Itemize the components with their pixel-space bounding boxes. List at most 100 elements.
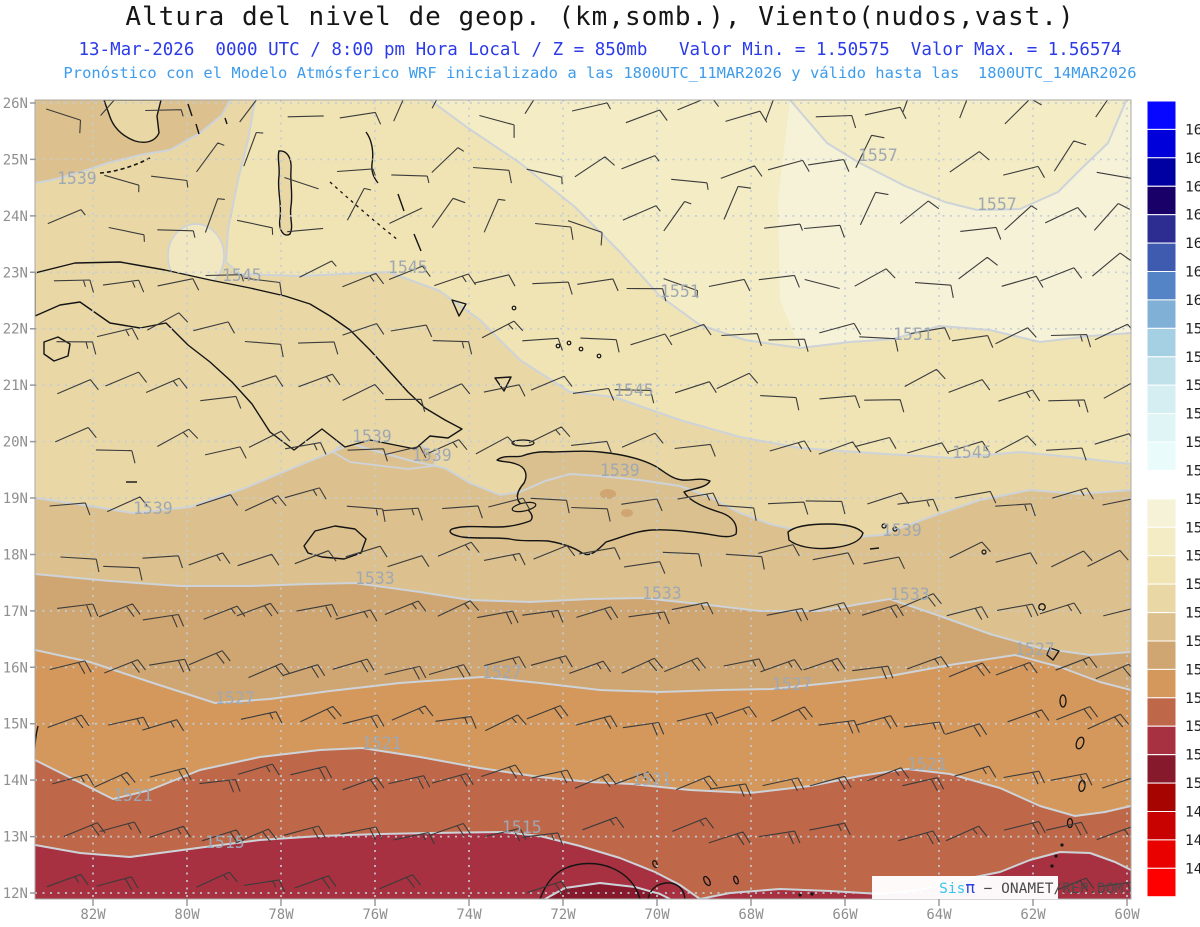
lat-label-21N: 21N bbox=[3, 378, 28, 394]
colorbar-label-1485: 1485 bbox=[1185, 861, 1200, 877]
lat-label-25N: 25N bbox=[3, 152, 28, 168]
colorbar-label-1611: 1611 bbox=[1185, 265, 1200, 281]
colorbar-segment-20 bbox=[1147, 669, 1176, 697]
colorbar-label-1545: 1545 bbox=[1185, 577, 1200, 593]
colorbar-segment-8 bbox=[1147, 328, 1176, 356]
colorbar-segment-5 bbox=[1147, 243, 1176, 271]
colorbar-segment-19 bbox=[1147, 641, 1176, 669]
lon-label-66W: 66W bbox=[832, 907, 858, 923]
subtitle-model: Pronóstico con el Modelo Atmósferico WRF… bbox=[63, 64, 1136, 82]
colorbar-segment-22 bbox=[1147, 726, 1176, 754]
colorbar-segment-1 bbox=[1147, 129, 1176, 157]
contour-label-1533-14: 1533 bbox=[355, 569, 395, 588]
colorbar-segment-14 bbox=[1147, 499, 1176, 527]
contour-label-1527-19: 1527 bbox=[772, 675, 812, 694]
colorbar-label-1629: 1629 bbox=[1185, 179, 1200, 195]
colorbar-label-1491: 1491 bbox=[1185, 833, 1200, 849]
lat-label-23N: 23N bbox=[3, 265, 28, 281]
colorbar-segment-12 bbox=[1147, 442, 1176, 470]
grenadines-dot-3 bbox=[798, 893, 801, 896]
colorbar-segment-13 bbox=[1147, 471, 1176, 499]
colorbar-label-1605: 1605 bbox=[1185, 293, 1200, 309]
contour-label-1557-4: 1557 bbox=[858, 146, 898, 165]
lon-label-64W: 64W bbox=[926, 907, 952, 923]
colorbar-label-1521: 1521 bbox=[1185, 691, 1200, 707]
contour-label-1533-16: 1533 bbox=[890, 585, 930, 604]
lon-label-78W: 78W bbox=[268, 907, 294, 923]
lon-label-62W: 62W bbox=[1020, 907, 1046, 923]
colorbar-label-1503: 1503 bbox=[1185, 776, 1200, 792]
colorbar-segment-23 bbox=[1147, 755, 1176, 783]
colorbar-segment-15 bbox=[1147, 527, 1176, 555]
lat-label-26N: 26N bbox=[3, 96, 28, 112]
colorbar-label-1551: 1551 bbox=[1185, 549, 1200, 565]
contour-label-1539-13: 1539 bbox=[882, 521, 922, 540]
colorbar-label-1509: 1509 bbox=[1185, 748, 1200, 764]
lon-label-82W: 82W bbox=[80, 907, 106, 923]
contour-label-1539-9: 1539 bbox=[133, 499, 173, 518]
lat-label-16N: 16N bbox=[3, 660, 28, 676]
colorbar-segment-17 bbox=[1147, 584, 1176, 612]
grenadines-dot-0 bbox=[1060, 843, 1063, 846]
colorbar-label-1599: 1599 bbox=[1185, 321, 1200, 337]
contour-label-1515-25: 1515 bbox=[205, 833, 245, 852]
colorbar-segment-3 bbox=[1147, 186, 1176, 214]
colorbar-legend: 1641163516291623161716111605159915931587… bbox=[1147, 101, 1200, 897]
colorbar-segment-24 bbox=[1147, 783, 1176, 811]
colorbar-label-1527: 1527 bbox=[1185, 662, 1200, 678]
colorbar-segment-9 bbox=[1147, 357, 1176, 385]
contour-label-1527-20: 1527 bbox=[1015, 640, 1055, 659]
contour-label-1545-1: 1545 bbox=[222, 266, 262, 285]
coast-andros bbox=[278, 151, 291, 235]
colorbar-label-1641: 1641 bbox=[1185, 122, 1200, 138]
colorbar-segment-0 bbox=[1147, 101, 1176, 129]
colorbar-segment-7 bbox=[1147, 300, 1176, 328]
watermark-pi-logo: π bbox=[965, 878, 975, 897]
lon-label-70W: 70W bbox=[644, 907, 670, 923]
contour-label-1545-7: 1545 bbox=[614, 381, 654, 400]
colorbar-segment-21 bbox=[1147, 698, 1176, 726]
contour-label-1551-6: 1551 bbox=[893, 325, 933, 344]
contour-label-1545-8: 1545 bbox=[952, 443, 992, 462]
grenadines-dot-4 bbox=[810, 892, 813, 895]
colorbar-label-1581: 1581 bbox=[1185, 407, 1200, 423]
colorbar-label-1587: 1587 bbox=[1185, 378, 1200, 394]
colorbar-label-1575: 1575 bbox=[1185, 435, 1200, 451]
colorbar-segment-10 bbox=[1147, 385, 1176, 413]
contour-label-1557-5: 1557 bbox=[977, 195, 1017, 214]
colorbar-label-1635: 1635 bbox=[1185, 151, 1200, 167]
lat-label-18N: 18N bbox=[3, 547, 28, 563]
colorbar-label-1563: 1563 bbox=[1185, 492, 1200, 508]
colorbar-label-1539: 1539 bbox=[1185, 606, 1200, 622]
colorbar-label-1557: 1557 bbox=[1185, 520, 1200, 536]
grenadines-dot-1 bbox=[1054, 854, 1057, 857]
lon-label-72W: 72W bbox=[550, 907, 576, 923]
contour-label-1521-22: 1521 bbox=[362, 734, 402, 753]
lat-label-14N: 14N bbox=[3, 773, 28, 789]
colorbar-label-1515: 1515 bbox=[1185, 719, 1200, 735]
colorbar-label-1533: 1533 bbox=[1185, 634, 1200, 650]
lat-label-13N: 13N bbox=[3, 830, 28, 846]
colorbar-segment-26 bbox=[1147, 840, 1176, 868]
contour-label-1515-26: 1515 bbox=[502, 818, 542, 837]
colorbar-segment-11 bbox=[1147, 414, 1176, 442]
colorbar-label-1497: 1497 bbox=[1185, 805, 1200, 821]
contour-label-1539-0: 1539 bbox=[57, 169, 97, 188]
contour-label-1527-17: 1527 bbox=[215, 689, 255, 708]
hispaniola-spot-2 bbox=[621, 509, 633, 517]
watermark-text: Sisπ − ONAMET/REP.DOM. bbox=[878, 878, 1176, 897]
colorbar-segment-2 bbox=[1147, 158, 1176, 186]
lat-label-19N: 19N bbox=[3, 491, 28, 507]
colorbar-segment-18 bbox=[1147, 613, 1176, 641]
contour-label-1539-11: 1539 bbox=[412, 446, 452, 465]
colorbar-label-1593: 1593 bbox=[1185, 350, 1200, 366]
subtitle-datetime: 13-Mar-2026 0000 UTC / 8:00 pm Hora Loca… bbox=[78, 40, 1121, 60]
grenadines-dot-2 bbox=[1050, 864, 1053, 867]
weather-map-figure: Altura del nivel de geop. (km,somb.), Vi… bbox=[0, 0, 1200, 927]
contour-label-1521-21: 1521 bbox=[113, 786, 153, 805]
lat-label-20N: 20N bbox=[3, 435, 28, 451]
contour-label-1551-3: 1551 bbox=[660, 282, 700, 301]
lon-label-60W: 60W bbox=[1114, 907, 1140, 923]
page-title: Altura del nivel de geop. (km,somb.), Vi… bbox=[125, 2, 1074, 32]
contour-label-1521-23: 1521 bbox=[632, 770, 672, 789]
